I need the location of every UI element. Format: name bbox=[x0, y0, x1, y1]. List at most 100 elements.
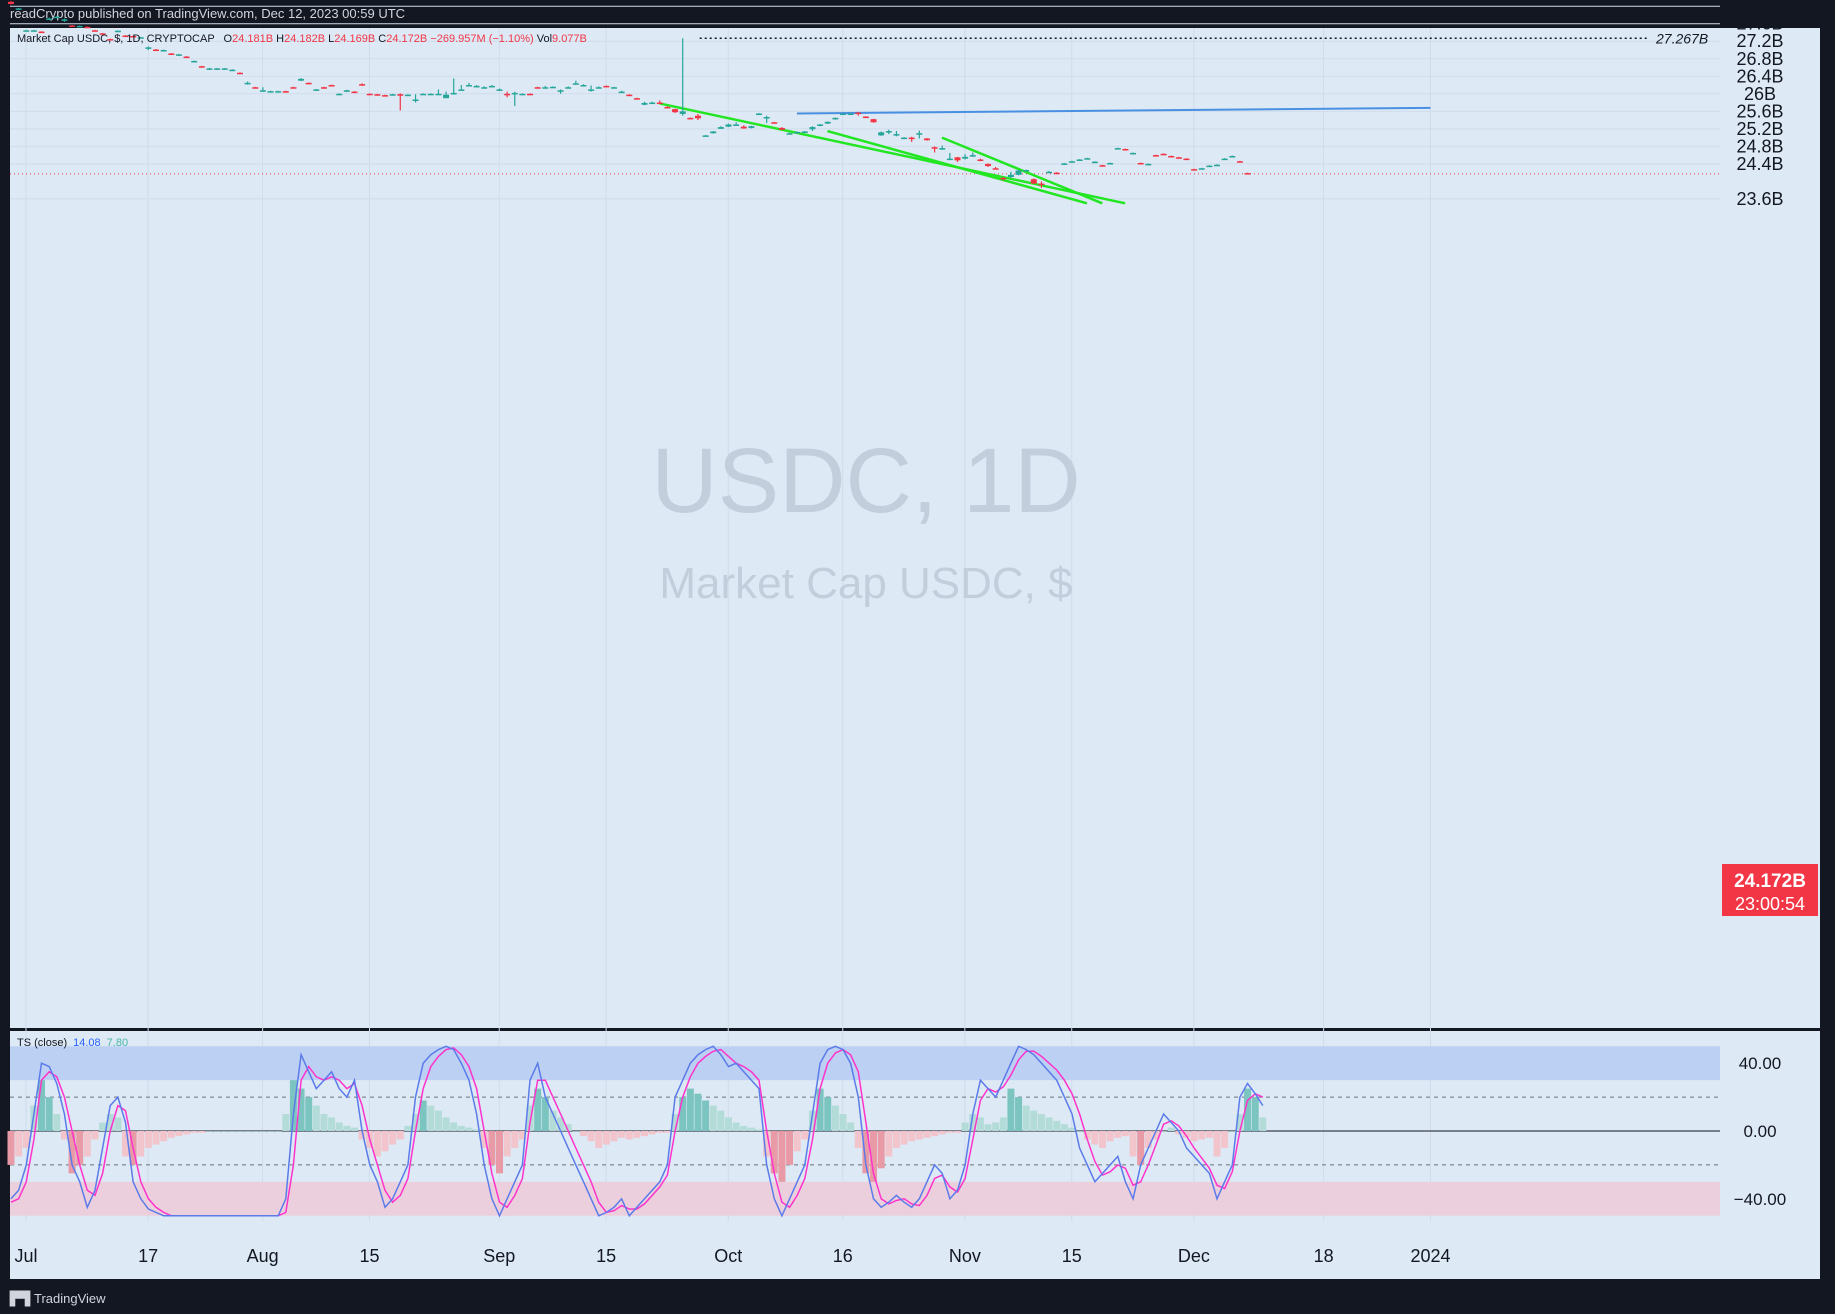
candle-body bbox=[901, 137, 908, 140]
candle-body bbox=[1244, 173, 1251, 175]
candle bbox=[275, 90, 282, 93]
price-tick-label: 24.8B bbox=[1736, 136, 1783, 156]
candle bbox=[1122, 148, 1129, 151]
histogram-bar bbox=[618, 1131, 626, 1138]
candle-body bbox=[214, 68, 221, 70]
histogram-bar bbox=[404, 1125, 412, 1131]
candle bbox=[1061, 163, 1068, 165]
histogram-bar bbox=[305, 1097, 313, 1131]
candle bbox=[633, 97, 640, 100]
candle-body bbox=[145, 47, 152, 49]
histogram-bar bbox=[45, 1097, 53, 1131]
histogram-bar bbox=[1030, 1110, 1038, 1131]
histogram-bar bbox=[1167, 1127, 1175, 1131]
candle-body bbox=[725, 124, 732, 127]
candle bbox=[687, 117, 694, 120]
legend-vol-label: Vol bbox=[536, 33, 553, 45]
candle-body bbox=[527, 93, 534, 96]
watermark: USDC, 1D Market Cap USDC, $ bbox=[651, 430, 1080, 608]
candle bbox=[740, 125, 747, 129]
candle-body bbox=[1038, 183, 1045, 186]
candle-body bbox=[488, 85, 495, 88]
histogram-bar bbox=[396, 1131, 404, 1140]
candle bbox=[778, 127, 785, 131]
candle bbox=[1236, 160, 1243, 163]
candle bbox=[168, 53, 175, 56]
candle bbox=[771, 121, 778, 124]
candle bbox=[527, 93, 534, 96]
candle bbox=[717, 126, 724, 129]
chart-svg[interactable]: USDC, 1D Market Cap USDC, $ 27.267B 28.4… bbox=[0, 0, 1835, 1283]
price-scale-bg bbox=[1720, 28, 1820, 1028]
candle bbox=[1000, 177, 1007, 181]
candle bbox=[290, 86, 297, 89]
candle-body bbox=[1175, 157, 1182, 159]
candle-body bbox=[985, 163, 992, 167]
candle-body bbox=[137, 37, 144, 39]
histogram-bar bbox=[381, 1131, 389, 1152]
candle bbox=[1084, 157, 1091, 160]
candle-body bbox=[389, 94, 396, 96]
price-tag-countdown: 23:00:54 bbox=[1735, 894, 1805, 914]
histogram-bar bbox=[488, 1131, 496, 1165]
histogram-bar bbox=[663, 1131, 671, 1133]
candle-body bbox=[519, 93, 526, 96]
histogram-bar bbox=[7, 1131, 15, 1165]
histogram-bar bbox=[53, 1114, 61, 1131]
price-tag-box bbox=[1722, 864, 1818, 916]
candle bbox=[504, 91, 511, 98]
candle-body bbox=[1068, 161, 1075, 163]
time-tick-label: Jul bbox=[14, 1246, 37, 1266]
histogram-bar bbox=[274, 1131, 282, 1132]
candle-body bbox=[122, 35, 129, 38]
trendline-1 bbox=[659, 102, 1126, 205]
candle bbox=[130, 35, 137, 38]
candle bbox=[511, 91, 518, 107]
candle bbox=[702, 134, 709, 137]
candle-body bbox=[1099, 165, 1106, 167]
candle bbox=[1168, 155, 1175, 158]
candle bbox=[145, 46, 152, 50]
histogram-bar bbox=[1083, 1131, 1091, 1140]
histogram-bar bbox=[1259, 1117, 1267, 1131]
candle-body bbox=[1053, 172, 1060, 175]
main-pane-bg bbox=[10, 28, 1720, 1028]
histogram-bar bbox=[1060, 1124, 1068, 1131]
histogram-bar bbox=[22, 1131, 30, 1148]
histogram-bar bbox=[1236, 1114, 1244, 1131]
candle bbox=[565, 86, 572, 89]
histogram-bar bbox=[808, 1110, 816, 1131]
candle-body bbox=[1107, 163, 1114, 165]
histogram-bar bbox=[1144, 1131, 1152, 1148]
candle bbox=[824, 121, 831, 125]
candle-body bbox=[374, 94, 381, 96]
candle-body bbox=[114, 30, 121, 33]
candle-body bbox=[450, 92, 457, 95]
candle bbox=[1145, 163, 1152, 166]
legend-change: −269.957M (−1.10%) bbox=[430, 33, 534, 45]
candle-body bbox=[672, 109, 679, 113]
candle bbox=[748, 125, 755, 129]
histogram-bar bbox=[450, 1122, 458, 1131]
histogram-bar bbox=[587, 1131, 595, 1142]
histogram-bar bbox=[518, 1131, 526, 1140]
candle-body bbox=[687, 117, 694, 120]
time-tick-label: 15 bbox=[596, 1246, 616, 1266]
histogram-bar bbox=[1037, 1114, 1045, 1131]
candle-body bbox=[267, 91, 274, 93]
candle-body bbox=[1046, 171, 1053, 174]
candle-body bbox=[1160, 153, 1167, 156]
candle-body bbox=[832, 117, 839, 120]
candle bbox=[191, 60, 198, 63]
candle-body bbox=[183, 56, 190, 59]
histogram-bar bbox=[251, 1131, 259, 1132]
time-tick-label: 17 bbox=[138, 1246, 158, 1266]
time-tick-label: Dec bbox=[1178, 1246, 1210, 1266]
candle bbox=[1046, 170, 1053, 174]
candle bbox=[267, 90, 274, 93]
candle-body bbox=[694, 115, 701, 119]
candle bbox=[252, 86, 259, 89]
candle-body bbox=[839, 113, 846, 116]
candle-body bbox=[870, 119, 877, 123]
oscillator: 40.00 0.00 −40.00 bbox=[7, 1045, 1786, 1218]
